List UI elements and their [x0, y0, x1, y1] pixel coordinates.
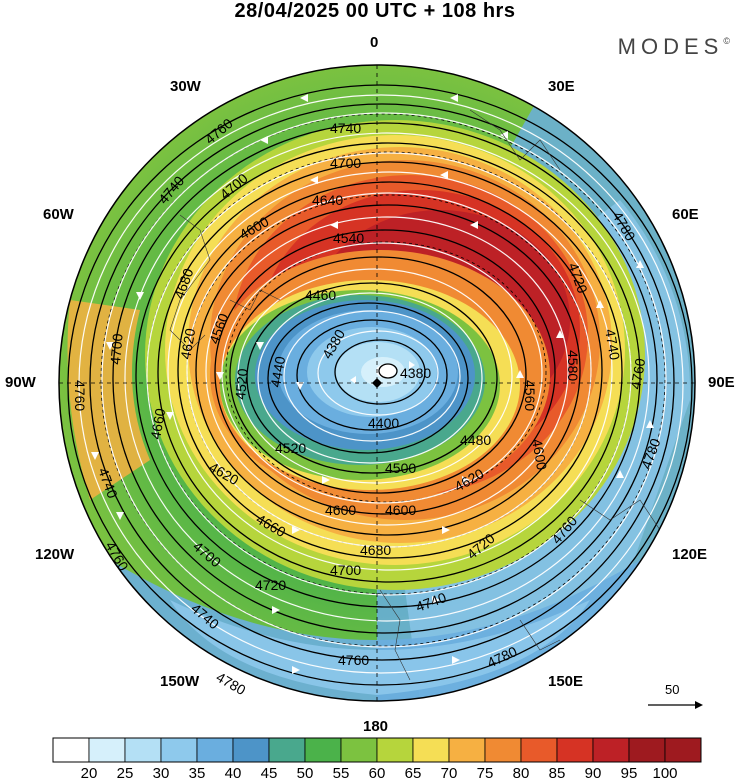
contour-label: 4600 [325, 502, 356, 518]
map-boundary [58, 64, 696, 702]
colorbar-tick-label: 90 [584, 765, 602, 782]
colorbar-box [412, 737, 450, 763]
contour-label: 4520 [232, 368, 251, 401]
colorbar-tick-label: 50 [296, 765, 314, 782]
colorbar-tick-label: 45 [260, 765, 278, 782]
colorbar-box [124, 737, 162, 763]
colorbar-box [376, 737, 414, 763]
lon-label-90e: 90E [708, 374, 735, 391]
colorbar-tick-label: 100 [652, 765, 678, 782]
colorbar-box [232, 737, 270, 763]
contour-label: 4400 [368, 415, 399, 431]
colorbar-tick-label: 65 [404, 765, 422, 782]
contour-label: 4740 [330, 120, 361, 136]
contour-label: 4680 [360, 542, 391, 558]
contour-label: 4760 [72, 380, 88, 411]
colorbar-frame [52, 737, 702, 763]
coastlines [169, 109, 661, 681]
colorbar-box [520, 737, 558, 763]
lon-label-120w: 120W [35, 546, 75, 563]
contour-label: 4500 [385, 460, 416, 476]
colorbar-tick-label: 60 [368, 765, 386, 782]
contour-label: 4700 [330, 562, 361, 578]
contour-label: 4760 [627, 357, 648, 391]
lon-label-120e: 120E [672, 546, 708, 563]
colorbar-box [196, 737, 234, 763]
lon-label-150e: 150E [548, 673, 584, 690]
contour-label: 4600 [385, 502, 416, 518]
wind-arrowheads [91, 94, 654, 674]
contour-label: 4700 [330, 155, 361, 171]
reference-vector-label: 50 [665, 682, 680, 697]
colorbar-box [268, 737, 306, 763]
contour-label: 4620 [177, 327, 198, 361]
contour-label: 4460 [305, 287, 336, 303]
colorbar-box [484, 737, 522, 763]
contour-label: 4580 [565, 350, 581, 381]
contour-label: 4540 [333, 230, 364, 246]
colorbar-tick-label: 85 [548, 765, 566, 782]
colorbar-tick-label: 75 [476, 765, 494, 782]
contour-label: 4560 [522, 380, 538, 411]
pole-marker [372, 378, 382, 388]
lon-label-30e: 30E [548, 78, 575, 95]
graticule [59, 65, 695, 701]
contour-label: 4380 [400, 365, 431, 381]
colorbar-tick-label: 70 [440, 765, 458, 782]
contour-label: 4440 [267, 355, 288, 389]
contour-label: 4520 [275, 440, 306, 456]
colorbar-tick-label: 95 [620, 765, 638, 782]
colorbar-box [556, 737, 594, 763]
contour-label: 4660 [147, 407, 168, 441]
colorbar-box [664, 737, 702, 763]
contour-label: 4600 [529, 438, 550, 472]
colorbar-tick-label: 25 [116, 765, 134, 782]
colorbar-tick-label: 40 [224, 765, 242, 782]
colorbar-box [88, 737, 126, 763]
colorbar-tick-label: 55 [332, 765, 350, 782]
lon-label-60w: 60W [43, 206, 74, 223]
colorbar-boxes [52, 737, 702, 763]
brand-name: MODES [617, 34, 724, 59]
colorbar-tick-label: 35 [188, 765, 206, 782]
copyright-mark: © [723, 36, 730, 46]
colorbar-box [160, 737, 198, 763]
colorbar-tick-label: 80 [512, 765, 530, 782]
lon-label-90w: 90W [5, 374, 36, 391]
colorbar-tick-label: 30 [152, 765, 170, 782]
lon-label-150w: 150W [160, 673, 200, 690]
colorbar-box [340, 737, 378, 763]
lon-label-0: 0 [370, 34, 379, 51]
contour-label: 4760 [338, 652, 369, 668]
lon-label-30w: 30W [170, 78, 201, 95]
colorbar-tick-label: 20 [80, 765, 98, 782]
colorbar-box [448, 737, 486, 763]
contour-label: 4740 [602, 328, 623, 362]
contour-label: 4700 [107, 333, 126, 366]
contour-label: 4640 [312, 192, 343, 208]
map-title: 28/04/2025 00 UTC + 108 hrs [234, 0, 516, 22]
reference-vector-head [695, 701, 703, 709]
contour-label: 4720 [255, 577, 286, 593]
lon-label-60e: 60E [672, 206, 699, 223]
height-contours [67, 84, 693, 686]
colorbar-box [304, 737, 342, 763]
contour-label: 4480 [460, 432, 491, 448]
colorbar-box [628, 737, 666, 763]
colorbar-box [52, 737, 90, 763]
wind-streamlines [78, 94, 684, 674]
lon-label-180: 180 [363, 718, 389, 735]
colorbar-box [592, 737, 630, 763]
brand-logo: MODES© [618, 34, 730, 60]
